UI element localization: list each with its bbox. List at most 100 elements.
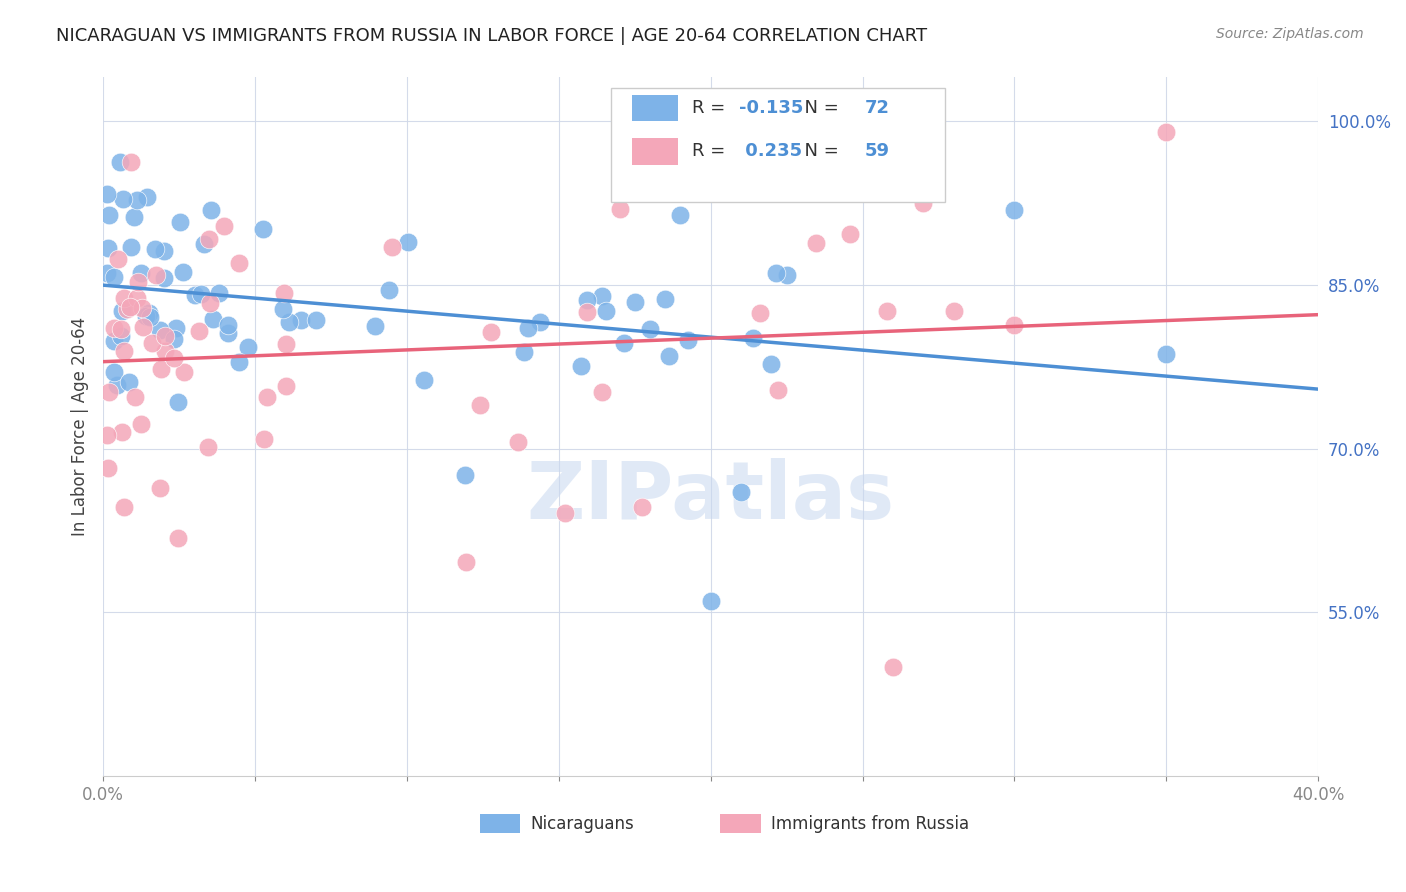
Point — [110, 328, 132, 343]
Point — [96, 266, 118, 280]
Point — [110, 322, 132, 336]
Point — [278, 314, 301, 328]
Point — [129, 417, 152, 431]
Point — [1156, 347, 1178, 361]
Point — [613, 335, 636, 350]
Point — [97, 241, 120, 255]
FancyBboxPatch shape — [612, 88, 945, 202]
Point — [166, 532, 188, 546]
Point — [149, 323, 172, 337]
Point — [153, 328, 176, 343]
Point — [804, 235, 827, 250]
Point — [513, 344, 536, 359]
Point — [479, 325, 502, 339]
Text: R =: R = — [693, 99, 731, 117]
Point — [454, 467, 477, 482]
Point — [138, 306, 160, 320]
Point — [676, 333, 699, 347]
Point — [97, 461, 120, 475]
Point — [152, 271, 174, 285]
Point — [776, 268, 799, 282]
Point — [173, 365, 195, 379]
Point — [198, 232, 221, 246]
Point — [253, 432, 276, 446]
Point — [197, 441, 219, 455]
Point — [290, 313, 312, 327]
Point — [638, 322, 661, 336]
Point — [118, 375, 141, 389]
Point — [396, 235, 419, 249]
Text: -0.135: -0.135 — [738, 99, 803, 117]
Text: 59: 59 — [865, 143, 890, 161]
Point — [127, 291, 149, 305]
Point — [129, 266, 152, 280]
Point — [1004, 203, 1026, 218]
Point — [141, 336, 163, 351]
Point — [1156, 125, 1178, 139]
Text: NICARAGUAN VS IMMIGRANTS FROM RUSSIA IN LABOR FORCE | AGE 20-64 CORRELATION CHAR: NICARAGUAN VS IMMIGRANTS FROM RUSSIA IN … — [56, 27, 928, 45]
Point — [276, 336, 298, 351]
Point — [112, 192, 135, 206]
Point — [699, 594, 721, 608]
Point — [148, 481, 170, 495]
Point — [172, 265, 194, 279]
Point — [111, 304, 134, 318]
Point — [201, 311, 224, 326]
Point — [135, 309, 157, 323]
Point — [163, 351, 186, 365]
Point — [153, 344, 176, 359]
Point — [761, 357, 783, 371]
Point — [252, 222, 274, 236]
Point — [276, 378, 298, 392]
FancyBboxPatch shape — [720, 814, 761, 833]
Point — [454, 555, 477, 569]
Text: 72: 72 — [865, 99, 890, 117]
Point — [766, 383, 789, 397]
Point — [167, 394, 190, 409]
Point — [190, 286, 212, 301]
Point — [591, 289, 613, 303]
Text: N =: N = — [793, 99, 845, 117]
Point — [125, 194, 148, 208]
Point — [669, 208, 692, 222]
Point — [412, 373, 434, 387]
Point — [111, 425, 134, 440]
Point — [378, 283, 401, 297]
Y-axis label: In Labor Force | Age 20-64: In Labor Force | Age 20-64 — [72, 318, 89, 536]
Text: Immigrants from Russia: Immigrants from Russia — [772, 814, 970, 832]
Point — [381, 239, 404, 253]
Point — [122, 210, 145, 224]
Point — [529, 316, 551, 330]
Point — [105, 377, 128, 392]
Point — [468, 398, 491, 412]
Point — [228, 256, 250, 270]
Point — [184, 288, 207, 302]
Point — [654, 292, 676, 306]
Point — [136, 190, 159, 204]
Point — [273, 285, 295, 300]
Point — [97, 385, 120, 400]
Point — [912, 196, 935, 211]
Point — [120, 154, 142, 169]
Point — [103, 365, 125, 379]
Text: N =: N = — [793, 143, 845, 161]
Point — [765, 267, 787, 281]
Point — [112, 291, 135, 305]
Point — [631, 500, 654, 514]
Point — [131, 301, 153, 316]
Point — [591, 385, 613, 400]
Point — [748, 306, 770, 320]
Point — [112, 500, 135, 514]
Point — [165, 321, 187, 335]
Point — [107, 252, 129, 267]
Point — [127, 275, 149, 289]
Point — [569, 359, 592, 373]
Point — [96, 187, 118, 202]
Point — [576, 293, 599, 307]
Point — [200, 203, 222, 218]
Point — [169, 214, 191, 228]
Point — [876, 303, 898, 318]
Point — [132, 320, 155, 334]
Point — [730, 485, 752, 500]
Point — [149, 361, 172, 376]
